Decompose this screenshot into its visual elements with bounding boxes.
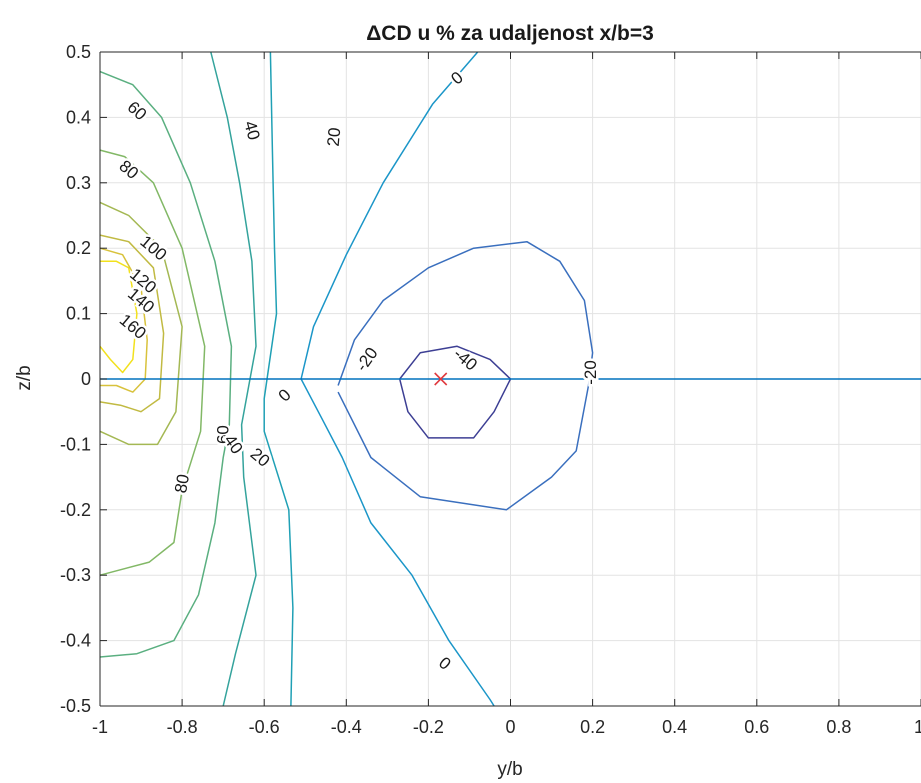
contour-label-7: 20 — [324, 127, 345, 148]
axes-layer — [99, 51, 921, 707]
x-tick-label-4: -0.2 — [413, 717, 444, 737]
contour-layer — [99, 51, 594, 707]
contour-line-9 — [337, 240, 594, 511]
y-tick-label-2: -0.3 — [60, 565, 91, 585]
contour-label-13: 80 — [171, 473, 193, 495]
x-tick-label-6: 0.2 — [580, 717, 605, 737]
y-axis-label: z/b — [14, 365, 35, 390]
y-tick-label-10: 0.5 — [66, 42, 91, 62]
y-tick-label-1: -0.4 — [60, 631, 91, 651]
x-tick-label-7: 0.4 — [662, 717, 687, 737]
y-tick-label-7: 0.2 — [66, 238, 91, 258]
x-tick-label-10: 1 — [914, 717, 921, 737]
contour-label-16: -20 — [581, 360, 600, 385]
y-tick-label-5: 0 — [81, 369, 91, 389]
contour-line-7 — [263, 51, 294, 707]
x-tick-label-1: -0.8 — [167, 717, 198, 737]
y-tick-label-9: 0.4 — [66, 107, 91, 127]
marker-x — [434, 372, 448, 386]
chart-title: ΔCD u % za udaljenost x/b=3 — [366, 22, 654, 45]
contour-line-2 — [99, 234, 165, 413]
marker-stroke-2 — [434, 372, 448, 386]
y-tick-label-8: 0.3 — [66, 173, 91, 193]
x-tick-label-5: 0 — [505, 717, 515, 737]
x-tick-label-8: 0.6 — [744, 717, 769, 737]
y-tick-label-6: 0.1 — [66, 304, 91, 324]
tick-label-layer: -1 -0.8 -0.6 -0.4 -0.2 0 0.2 0.4 0.6 0.8 1 -0.5 -0.4… — [60, 42, 921, 737]
y-tick-label-0: -0.5 — [60, 696, 91, 716]
contour-line-4 — [99, 149, 206, 576]
contour-line-6 — [210, 51, 257, 707]
contour-line-3 — [99, 201, 183, 446]
x-tick-label-0: -1 — [92, 717, 108, 737]
marker-layer — [434, 372, 448, 386]
contour-line-8 — [300, 51, 495, 707]
x-tick-label-3: -0.4 — [331, 717, 362, 737]
x-axis-label: y/b — [497, 759, 522, 780]
contour-label-9: 60 — [214, 425, 233, 444]
y-tick-label-4: -0.1 — [60, 434, 91, 454]
y-tick-label-3: -0.2 — [60, 500, 91, 520]
contour-line-1 — [99, 247, 148, 393]
contour-line-0 — [99, 260, 138, 374]
contour-line-5 — [99, 70, 233, 658]
x-tick-label-2: -0.6 — [249, 717, 280, 737]
contour-line-10 — [398, 345, 512, 439]
x-tick-label-9: 0.8 — [826, 717, 851, 737]
